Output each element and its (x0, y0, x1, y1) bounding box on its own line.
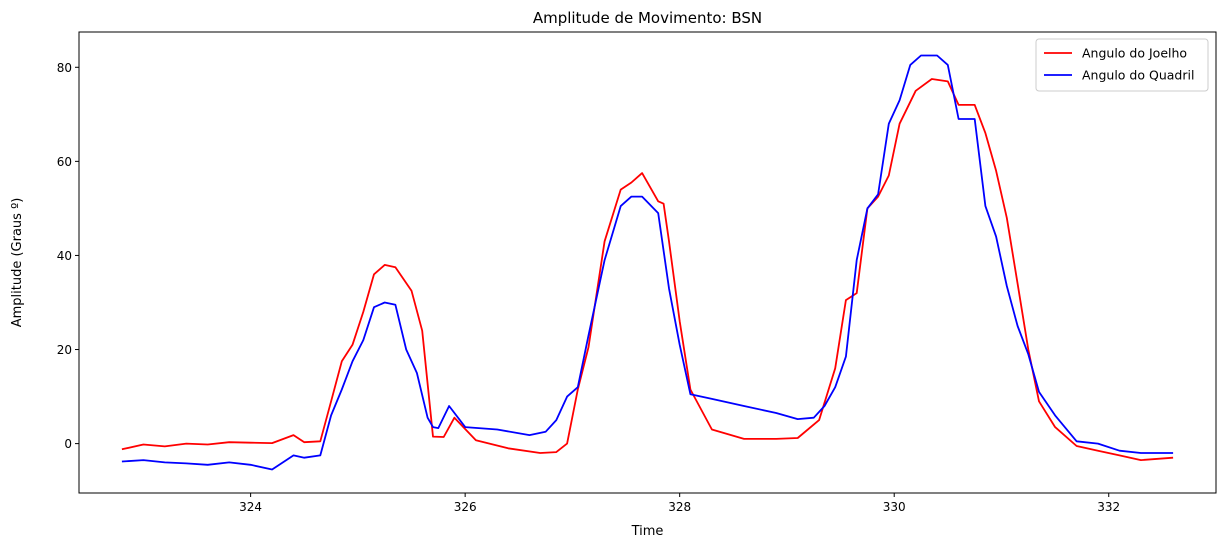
x-tick-label: 328 (668, 500, 691, 514)
x-tick-label: 324 (239, 500, 262, 514)
x-tick-label: 326 (454, 500, 477, 514)
plot-area (121, 54, 1174, 471)
x-axis-label: Time (631, 524, 664, 539)
legend-label: Angulo do Quadril (1082, 68, 1194, 83)
series-line-quadril (121, 54, 1174, 471)
series-line-joelho (121, 78, 1174, 461)
x-tick-label: 332 (1097, 500, 1120, 514)
legend-box (1035, 38, 1209, 92)
y-tick-label: 20 (57, 343, 72, 357)
legend: Angulo do Joelho Angulo do Quadril (1035, 38, 1209, 92)
y-tick-label: 0 (64, 437, 72, 451)
axes-ticks: 324 326 328 330 332 0 20 40 60 80 (57, 61, 1120, 514)
legend-label: Angulo do Joelho (1082, 46, 1187, 61)
y-tick-label: 60 (57, 155, 72, 169)
y-tick-label: 40 (57, 249, 72, 263)
y-tick-label: 80 (57, 61, 72, 75)
x-tick-label: 330 (883, 500, 906, 514)
y-axis-label: Amplitude (Graus º) (10, 198, 25, 328)
chart-title: Amplitude de Movimento: BSN (533, 9, 762, 27)
plot-frame (78, 31, 1217, 494)
